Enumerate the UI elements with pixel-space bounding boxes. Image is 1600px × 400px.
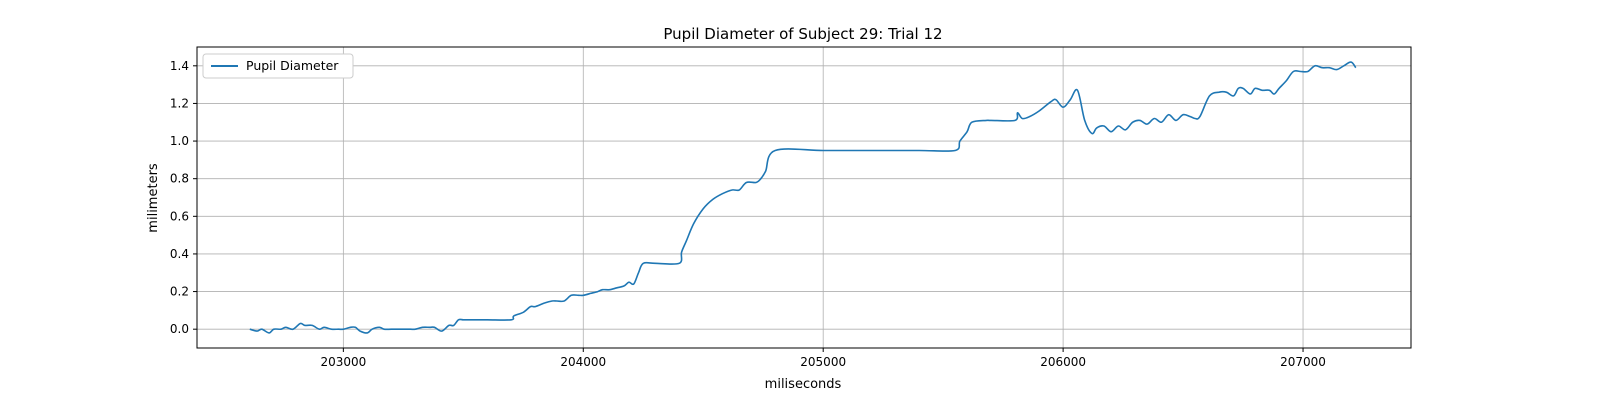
x-tick-label: 203000 <box>320 355 366 369</box>
legend: Pupil Diameter <box>202 53 354 79</box>
series-line-pupil-diameter <box>249 61 1357 334</box>
y-tick-label: 1.0 <box>170 134 189 148</box>
legend-box <box>202 53 354 79</box>
y-tick-label: 0.6 <box>170 209 189 223</box>
y-axis-label: milimeters <box>146 163 161 233</box>
y-tick-label: 0.4 <box>170 247 189 261</box>
ticks: 203000 204000 205000 206000 207000 0.0 0.2 0.4 0… <box>170 59 1326 369</box>
y-tick-label: 0.8 <box>170 172 189 186</box>
x-tick-label: 204000 <box>560 355 606 369</box>
y-tick-label: 0.2 <box>170 285 189 299</box>
legend-label: Pupil Diameter <box>246 58 339 73</box>
grid <box>197 47 1411 348</box>
x-tick-label: 205000 <box>800 355 846 369</box>
plot-frame <box>196 46 1412 349</box>
series-layer <box>249 61 1357 334</box>
x-tick-label: 206000 <box>1040 355 1086 369</box>
chart-title: Pupil Diameter of Subject 29: Trial 12 <box>663 25 942 43</box>
y-tick-label: 1.4 <box>170 59 189 73</box>
x-tick-label: 207000 <box>1280 355 1326 369</box>
y-tick-label: 0.0 <box>170 322 189 336</box>
x-axis-label: miliseconds <box>765 377 842 392</box>
y-tick-label: 1.2 <box>170 96 189 110</box>
